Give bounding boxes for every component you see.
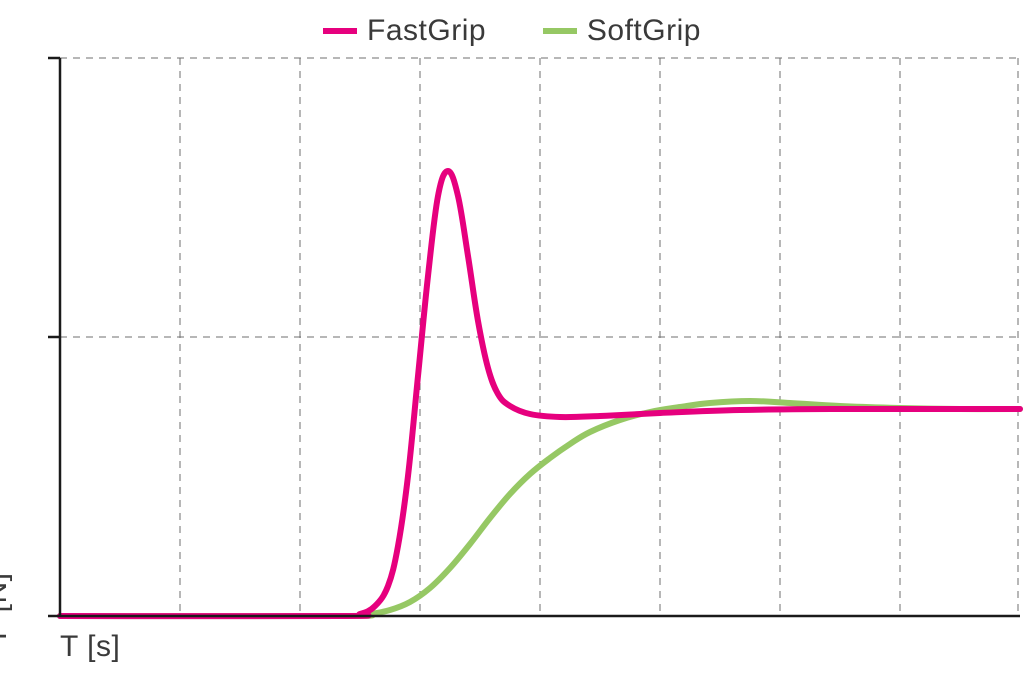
legend-item-fastgrip: FastGrip — [323, 14, 486, 48]
legend-swatch-fastgrip — [323, 28, 357, 34]
plot-area — [60, 58, 1020, 616]
legend: FastGrip SoftGrip — [0, 8, 1024, 48]
grid — [60, 58, 1020, 616]
legend-label-fastgrip: FastGrip — [367, 14, 486, 48]
series-fastgrip — [60, 171, 1020, 616]
chart-container: { "chart": { "type": "line", "background… — [0, 0, 1024, 680]
legend-swatch-softgrip — [543, 28, 577, 34]
y-axis-label: F [N] — [0, 573, 14, 641]
x-axis-label: T [s] — [60, 630, 120, 664]
legend-label-softgrip: SoftGrip — [587, 14, 701, 48]
legend-item-softgrip: SoftGrip — [543, 14, 701, 48]
series-group — [60, 171, 1020, 616]
